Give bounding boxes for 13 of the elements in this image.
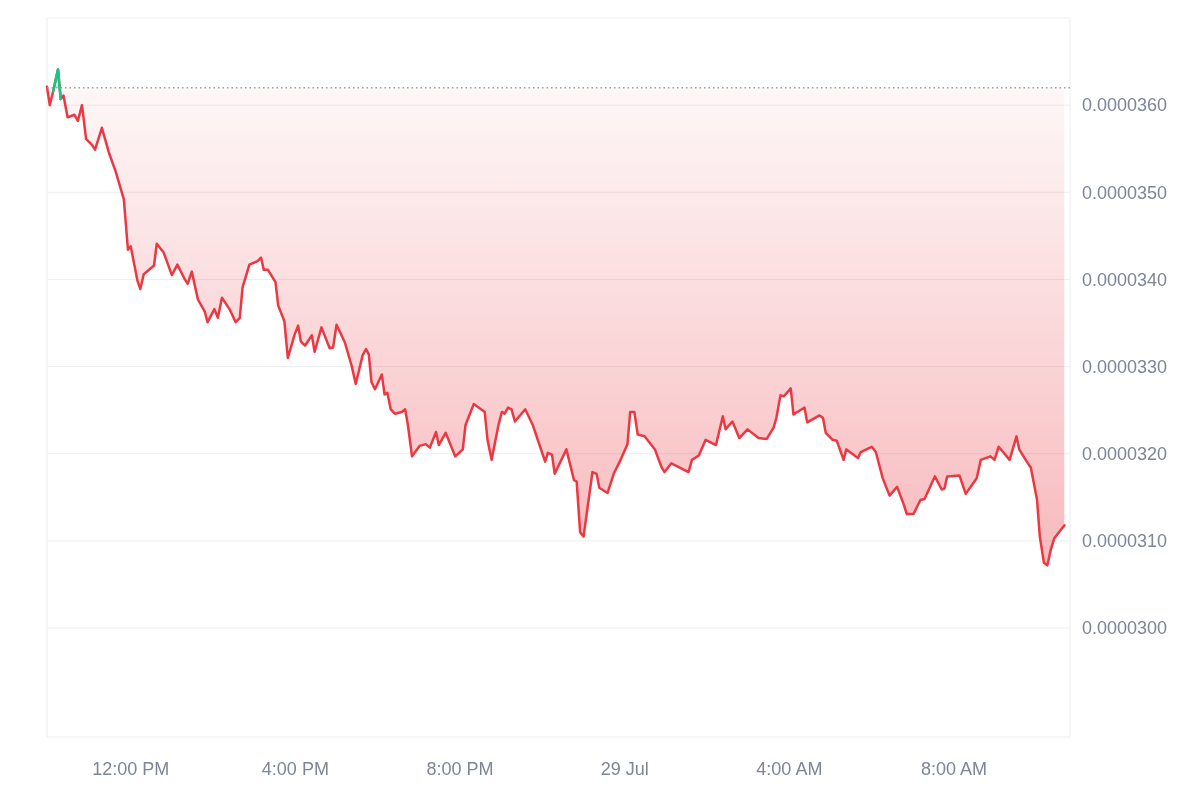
y-tick-label: 0.0000320 [1082,444,1168,465]
x-tick-label: 12:00 PM [92,759,170,779]
x-tick-label: 29 Jul [600,759,649,779]
y-tick-label: 0.0000330 [1082,356,1168,377]
y-tick-label: 0.0000310 [1082,531,1168,552]
y-tick-label: 0.0000340 [1082,269,1168,290]
x-tick-label: 8:00 PM [426,759,494,779]
y-tick-label: 0.0000300 [1082,618,1168,639]
y-tick-label: 0.0000350 [1082,182,1168,203]
x-tick-label: 4:00 PM [261,759,329,779]
y-tick-label: 0.0000360 [1082,95,1168,116]
x-tick-label: 4:00 AM [756,759,823,779]
x-tick-label: 8:00 AM [921,759,988,779]
